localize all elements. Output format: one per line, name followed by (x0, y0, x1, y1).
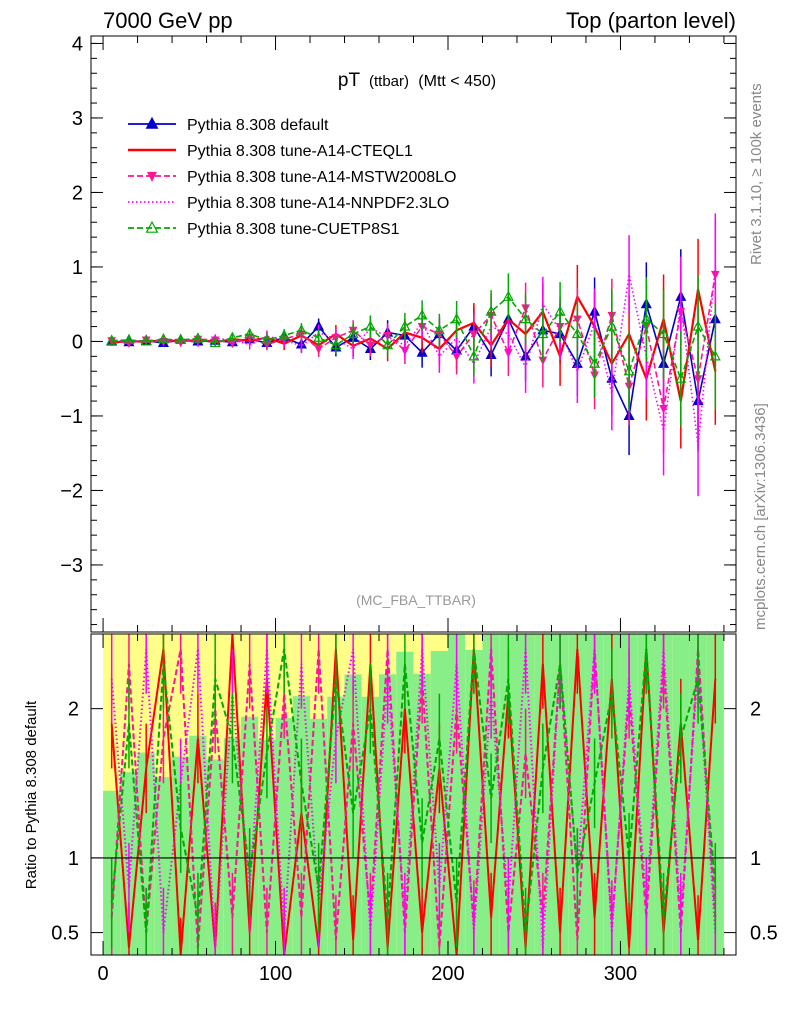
main-y-tick-label: −3 (60, 555, 83, 577)
x-tick-label: 100 (259, 963, 292, 985)
band-inner (154, 777, 173, 955)
series-marker (692, 320, 704, 331)
series-marker (537, 327, 549, 339)
header-right: Top (parton level) (566, 8, 736, 33)
series-marker (571, 327, 583, 339)
main-y-tick-label: −2 (60, 480, 83, 502)
series-marker (278, 329, 290, 340)
band-inner (223, 738, 242, 955)
ratio-series (110, 634, 717, 955)
series-marker (106, 334, 118, 345)
band-inner (310, 718, 328, 955)
series-marker (382, 338, 394, 350)
ratio-y-tick-label-right: 2 (750, 699, 761, 721)
ratio-y-tick-label: 1 (68, 848, 79, 870)
x-tick-label: 0 (98, 963, 109, 985)
series-marker (366, 341, 375, 351)
header-left: 7000 GeV pp (103, 8, 233, 33)
series-marker (658, 327, 670, 339)
series-marker (623, 364, 635, 376)
ratio-y-axis: 0.5 0.5 1 1 2 2 (51, 699, 778, 945)
ratio-line (110, 648, 717, 933)
main-title-main: pT (338, 70, 361, 91)
series-marker (364, 320, 376, 331)
series-marker (433, 323, 445, 335)
ratio-series-group (110, 633, 717, 956)
series-marker (145, 116, 159, 129)
main-title-cut: (Mtt < 450) (418, 73, 496, 90)
main-y-tick-label: −1 (60, 406, 83, 428)
series-marker (606, 320, 618, 331)
main-series (110, 213, 717, 497)
band-inner (327, 696, 345, 955)
series-marker (416, 309, 428, 320)
ratio-y-tick-label: 0.5 (51, 923, 79, 945)
analysis-label: (MC_FBA_TTBAR) (356, 592, 476, 608)
x-tick-label: 200 (431, 963, 464, 985)
legend-label: Pythia 8.308 tune-A14-CTEQL1 (187, 143, 413, 160)
main-title-sub: (ttbar) (369, 73, 409, 90)
series-line (111, 296, 717, 419)
series-marker (226, 331, 238, 342)
series-marker (347, 327, 359, 339)
main-series-group (106, 213, 721, 497)
series-marker (709, 350, 721, 361)
main-y-axis: −3 −2 −1 0 1 2 3 4 (60, 33, 736, 626)
legend-label: Pythia 8.308 tune-CUETP8S1 (187, 221, 400, 238)
series-marker (146, 171, 158, 182)
series-marker (485, 305, 497, 316)
ratio-line (110, 648, 717, 948)
main-y-tick-label: 2 (72, 182, 83, 204)
ratio-y-label: Ratio to Pythia 8.308 default (23, 700, 40, 889)
x-axis: 0 100 200 300 (98, 36, 725, 985)
x-tick-label: 300 (604, 963, 637, 985)
series-marker (314, 345, 323, 355)
series-marker (244, 327, 256, 339)
series-marker (295, 323, 307, 335)
rivet-label: Rivet 3.1.10, ≥ 100k events (748, 83, 765, 265)
series-marker (123, 333, 135, 345)
series-marker (261, 333, 273, 345)
series-marker (451, 312, 463, 324)
series-marker (145, 220, 159, 233)
main-y-tick-label: 1 (72, 257, 83, 279)
series-marker (589, 357, 601, 368)
main-series (106, 273, 721, 427)
legend: Pythia 8.308 default Pythia 8.308 tune-A1… (128, 116, 456, 238)
series-marker (313, 331, 325, 342)
series-marker (468, 350, 480, 361)
ratio-y-tick-label-right: 0.5 (750, 923, 778, 945)
main-y-tick-label: 4 (72, 33, 83, 55)
main-y-tick-label: 3 (72, 108, 83, 130)
legend-label: Pythia 8.308 default (187, 117, 329, 134)
series-marker (209, 336, 221, 348)
series-marker (175, 333, 187, 345)
main-title: pT (ttbar) (Mtt < 450) (338, 70, 496, 91)
series-marker (469, 330, 479, 340)
series-marker (192, 332, 204, 343)
series-marker (640, 312, 652, 324)
legend-label: Pythia 8.308 tune-A14-NNPDF2.3LO (187, 195, 449, 212)
series-marker (140, 335, 152, 346)
legend-label: Pythia 8.308 tune-A14-MSTW2008LO (187, 169, 456, 186)
band-inner (706, 634, 724, 955)
series-marker (502, 290, 514, 301)
band-inner (258, 739, 276, 955)
ratio-y-tick-label-right: 1 (750, 848, 761, 870)
main-y-tick-label: 0 (72, 331, 83, 353)
ratio-y-tick-label: 2 (68, 699, 79, 721)
series-marker (330, 338, 342, 350)
mcplots-label: mcplots.cern.ch [arXiv:1306.3436] (752, 403, 769, 630)
main-panel: −3 −2 −1 0 1 2 3 4 pT (ttbar) (Mtt < 450) (MC_F… (60, 33, 737, 633)
series-marker (157, 332, 169, 344)
ratio-panel: 0.5 0.5 1 1 2 2 0 100 200 300 Ratio to Pythia 8.… (23, 36, 778, 985)
series-marker (675, 372, 687, 383)
series-marker (520, 312, 532, 324)
series-marker (399, 320, 411, 331)
series-marker (554, 305, 566, 316)
ratio-line (110, 633, 717, 956)
